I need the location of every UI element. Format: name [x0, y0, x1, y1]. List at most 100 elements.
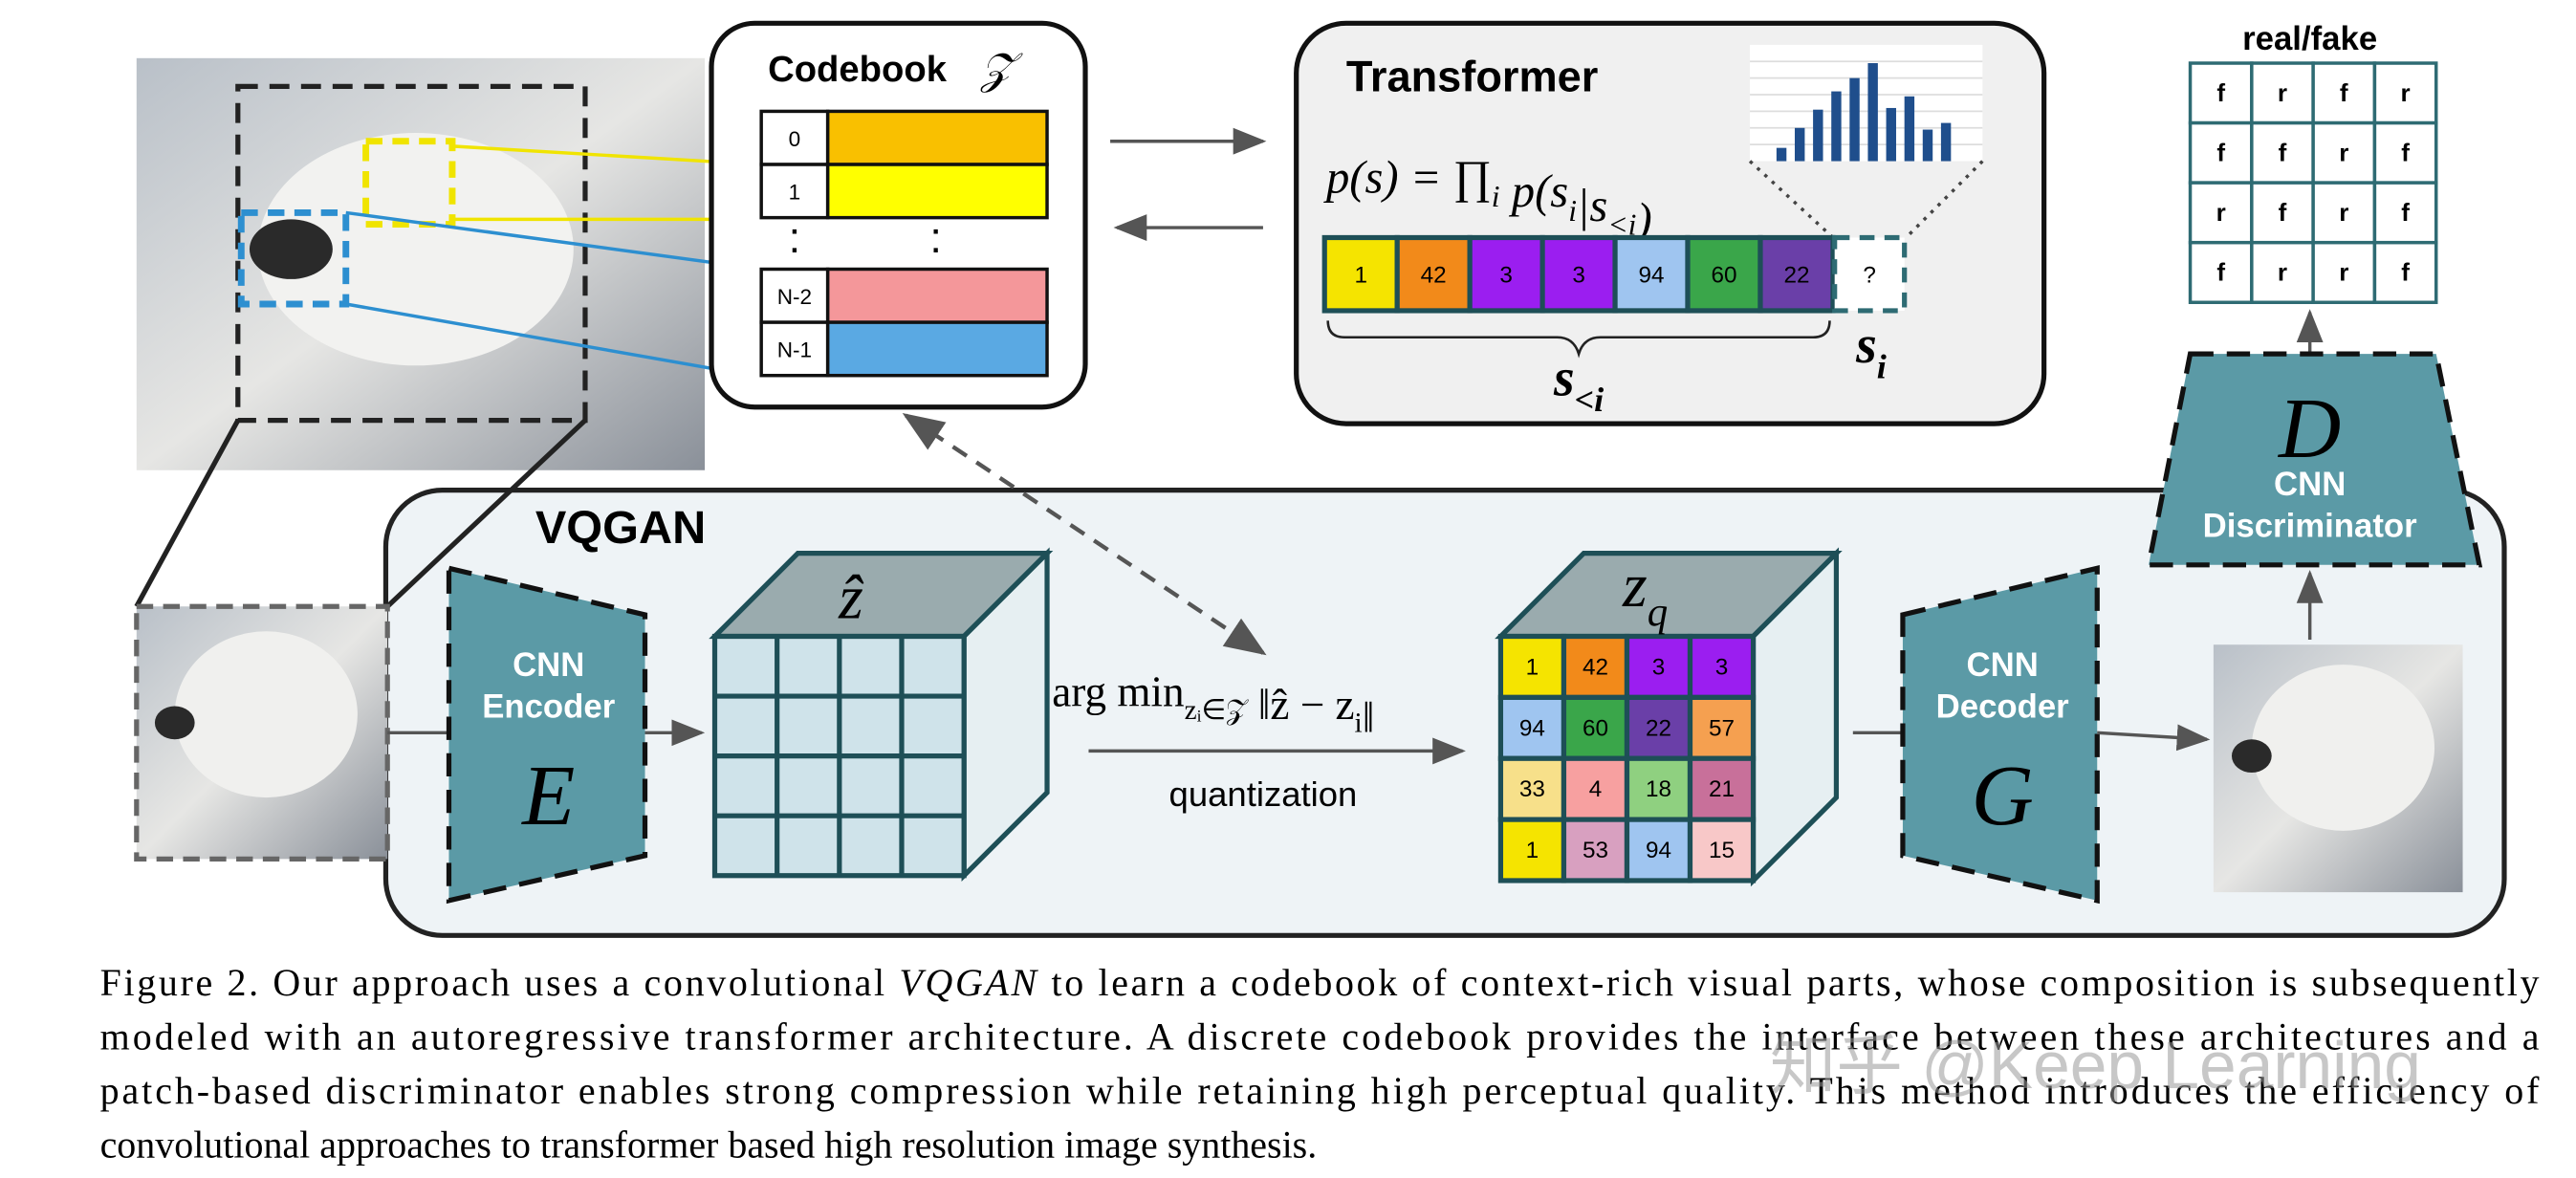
code-cell	[1624, 817, 1693, 884]
code-label: 21	[1709, 776, 1735, 802]
caption-line: convolutional approaches to transformer …	[100, 1123, 1318, 1166]
code-label: 3	[1715, 654, 1729, 680]
caption-text: patch-based discriminator enables strong…	[100, 1069, 2541, 1112]
patch-cell	[2188, 240, 2254, 304]
math-text: ‖	[1363, 694, 1375, 742]
quantization-label: quantization	[1169, 774, 1358, 814]
code-label: 57	[1709, 715, 1735, 741]
token-label: 42	[1421, 262, 1447, 288]
zq-cube	[1495, 547, 1843, 887]
code-cell	[1624, 694, 1693, 761]
output-image	[2213, 644, 2463, 893]
decoder-symbol: G	[1972, 747, 2034, 843]
code-label: 3	[1652, 654, 1666, 680]
transformer-title: Transformer	[1346, 53, 1599, 101]
codebook-title: Codebook	[768, 49, 948, 90]
caption-text: Figure 2. Our approach uses a convolutio…	[100, 961, 897, 1004]
patch-label: r	[2339, 258, 2348, 287]
patch-label: r	[2339, 198, 2348, 227]
code-label: 60	[1583, 715, 1608, 741]
input-image	[134, 603, 390, 862]
code-label: 1	[1526, 654, 1539, 680]
patch-label: f	[2216, 78, 2225, 107]
caption-text: convolutional approaches to transformer …	[100, 1123, 1318, 1166]
caption-line: modeled with an autoregressive transform…	[100, 1014, 2540, 1058]
patch-label: f	[2401, 139, 2410, 167]
zq-label: zq	[1622, 551, 1668, 635]
codebook-entry	[825, 267, 1049, 324]
encoder-label: Encoder	[482, 689, 615, 726]
codebook-index: 1	[789, 181, 801, 205]
token-label: 94	[1639, 262, 1665, 288]
link-line	[345, 210, 762, 272]
zoom-line	[1905, 160, 1984, 239]
math-text: p(s) = ∏	[1323, 152, 1492, 204]
patch-label: r	[2278, 78, 2287, 107]
caption-text: modeled with an autoregressive transform…	[100, 1014, 2540, 1058]
code-label: 15	[1709, 838, 1735, 863]
patch-cell	[2372, 240, 2438, 304]
subscript: i	[1568, 194, 1577, 228]
codebook-entry	[825, 163, 1049, 220]
patch-cell	[2311, 120, 2377, 185]
token-label: 22	[1783, 262, 1809, 288]
sequence: 1 42 3 3 94 60 22	[1321, 234, 1836, 314]
subscript: <i	[1575, 381, 1605, 419]
encoder-label: CNN	[513, 647, 584, 684]
zoom-line	[385, 418, 587, 609]
patch-cell	[2188, 181, 2254, 245]
arrow	[2097, 724, 2211, 752]
code-label: 18	[1646, 776, 1671, 802]
next-token-label: ?	[1863, 262, 1876, 288]
decoder-label: Decoder	[1936, 689, 2069, 726]
math-text: s	[1855, 316, 1877, 375]
patch-label: f	[2279, 139, 2287, 167]
math-text: |s	[1577, 180, 1607, 231]
codebook-entry	[825, 109, 1049, 166]
code-label: 1	[1526, 838, 1539, 863]
patch-label: f	[2216, 139, 2225, 167]
patch-label: f	[2401, 258, 2410, 287]
output-title: real/fake	[2242, 21, 2377, 57]
patch-label: f	[2279, 198, 2287, 227]
zoom-line	[134, 419, 241, 608]
code-label: 94	[1646, 838, 1671, 863]
patch-label: f	[2340, 78, 2348, 107]
codebook-index: N-2	[777, 285, 812, 309]
discriminator-symbol: D	[2277, 380, 2341, 476]
codebook-entry	[825, 320, 1049, 378]
probability-histogram	[1750, 44, 1983, 162]
next-label: si	[1855, 316, 1887, 386]
code-label: 53	[1583, 838, 1608, 863]
codebook-index-cell	[759, 163, 830, 220]
code-label: 94	[1519, 715, 1545, 741]
token-label: 3	[1499, 262, 1513, 288]
code-label: 42	[1583, 654, 1608, 680]
input-photo	[136, 57, 706, 470]
caption-line: Figure 2. Our approach uses a convolutio…	[100, 961, 2540, 1004]
subscript: zᵢ∈𝒵	[1185, 695, 1249, 726]
subscript: i	[1492, 180, 1500, 213]
math-text: )	[1633, 193, 1651, 245]
ellipsis: :	[929, 213, 942, 262]
token	[1685, 234, 1763, 314]
math-text: s	[1553, 349, 1575, 408]
math-text: ‖ẑ − z	[1247, 681, 1354, 729]
next-token	[1832, 234, 1908, 314]
discriminator	[2145, 351, 2483, 568]
math-text: z	[1622, 551, 1648, 621]
code-label: 33	[1519, 776, 1545, 802]
encoder-symbol: E	[520, 747, 575, 843]
code-cell	[1497, 817, 1567, 884]
brace	[1326, 320, 1831, 359]
discriminator-label: CNN	[2274, 467, 2346, 503]
subscript: i	[1355, 709, 1363, 739]
decoder	[1900, 564, 2100, 905]
patch-grid: f r f r f f r f r f r f f r r f	[2188, 61, 2438, 304]
z-hat-cube	[709, 547, 1054, 883]
formula: p(s) = ∏i p(si|s<i)	[1323, 152, 1652, 246]
patch-label: r	[2278, 258, 2287, 287]
